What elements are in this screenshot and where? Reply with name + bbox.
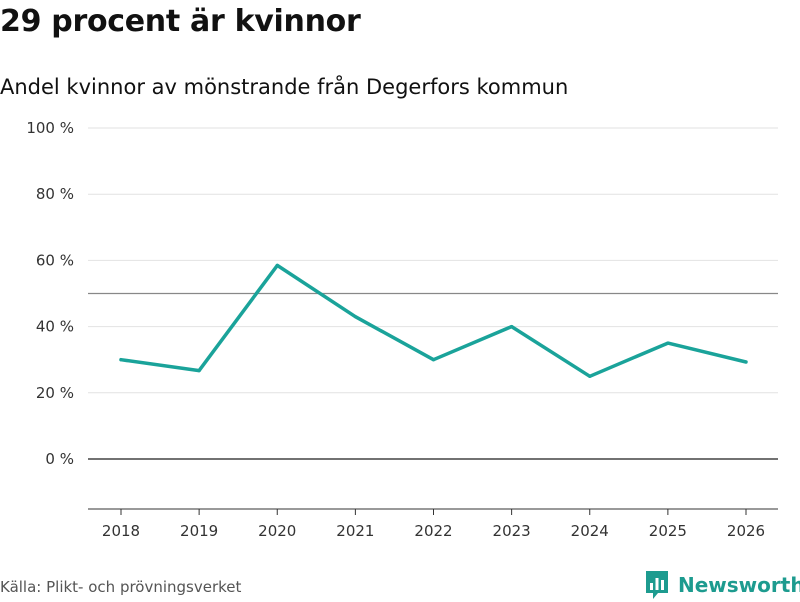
data-point [588,374,592,378]
x-tick-label: 2021 [336,522,374,540]
brand-logo: Newsworthy [644,568,800,602]
x-tick-label: 2018 [102,522,140,540]
chart-title: 29 procent är kvinnor [0,4,361,39]
y-tick-label: 40 % [36,318,74,336]
data-point [666,341,670,345]
source-note: Källa: Plikt- och prövningsverket [0,578,242,596]
data-point [119,358,123,362]
x-tick-label: 2025 [649,522,687,540]
x-tick-label: 2022 [414,522,452,540]
x-tick-label: 2024 [571,522,609,540]
data-point [744,360,748,364]
brand-name: Newsworthy [678,573,800,597]
x-tick-label: 2019 [180,522,218,540]
data-point [510,325,514,329]
series-layer [119,263,748,379]
data-point [275,263,279,267]
y-tick-label: 80 % [36,185,74,203]
data-point [353,315,357,319]
x-tick-label: 2026 [727,522,765,540]
y-axis-ticks: 0 % 20 % 40 % 60 % 80 % 100 % [26,119,74,468]
data-point [197,369,201,373]
y-tick-label: 100 % [26,119,74,137]
y-tick-label: 60 % [36,251,74,269]
data-point [431,358,436,362]
line-chart: 0 % 20 % 40 % 60 % 80 % 100 % 2018 2019 2020 202… [26,119,778,540]
bar-chart-logo-icon [646,571,668,599]
y-tick-label: 0 % [45,450,74,468]
y-tick-label: 20 % [36,384,74,402]
x-axis: 2018 2019 2020 2021 2022 2023 2024 2025 2026 [88,508,778,540]
x-tick-label: 2023 [493,522,531,540]
chart-subtitle: Andel kvinnor av mönstrande från Degerfo… [0,75,569,99]
gridlines [88,127,778,460]
x-tick-label: 2020 [258,522,296,540]
